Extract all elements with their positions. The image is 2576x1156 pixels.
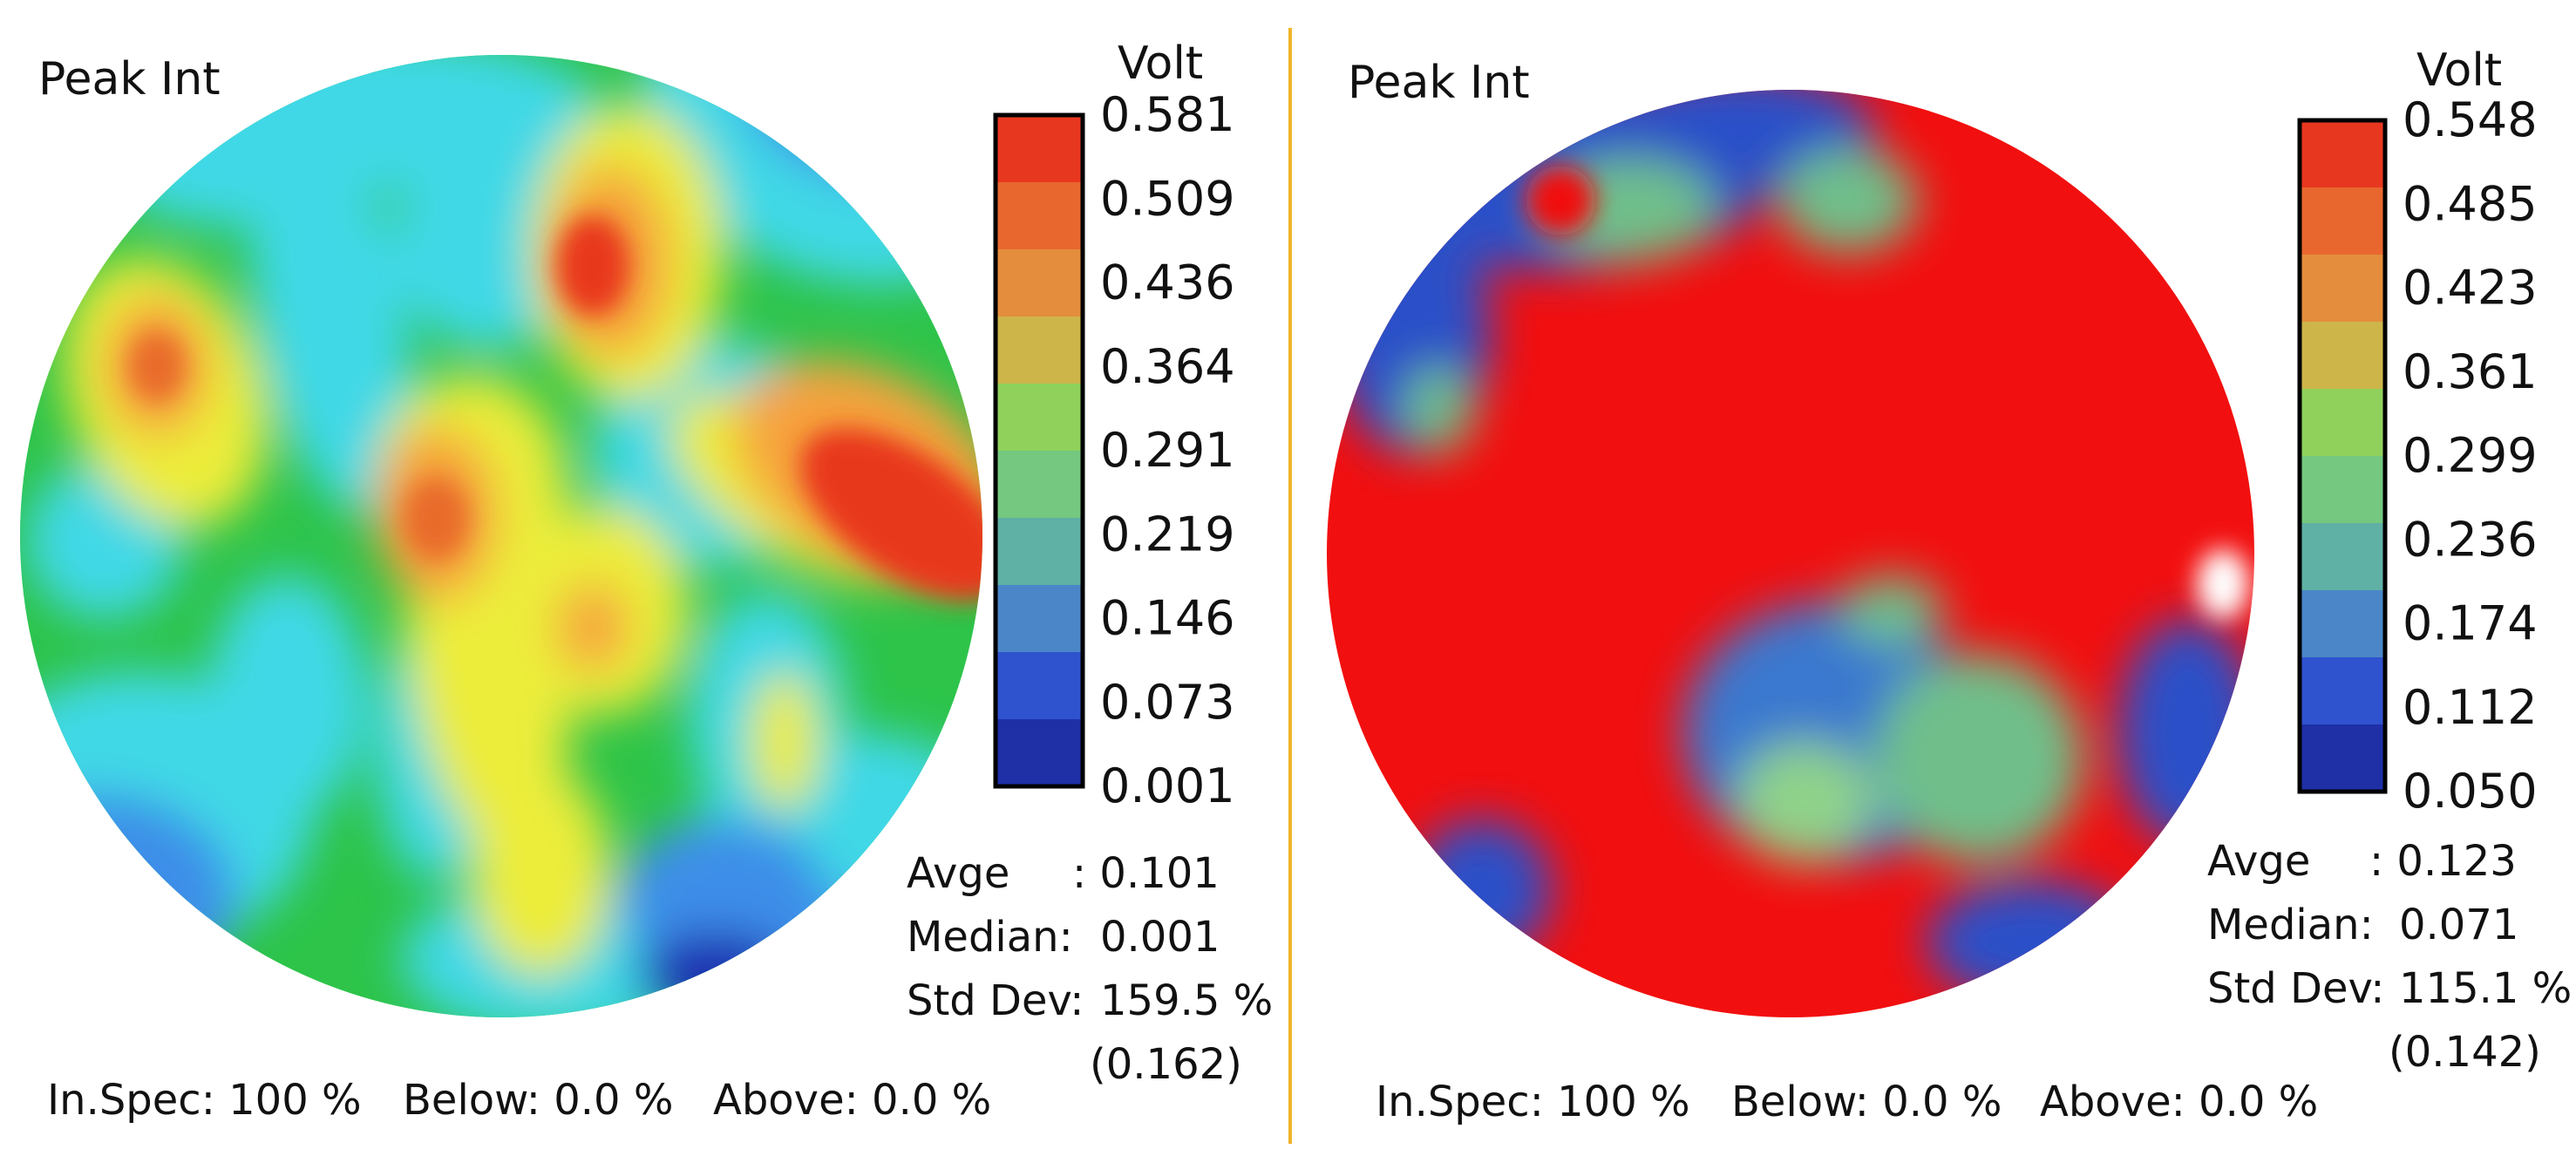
colorbar-tick-label: 0.236: [2403, 512, 2538, 567]
right-below: Below: 0.0 %: [1731, 1078, 2002, 1126]
colorbar-tick-label: 0.001: [1100, 758, 1235, 813]
colorbar-tick-label: 0.581: [1100, 87, 1235, 142]
left-wafer-map: [20, 55, 982, 1017]
colorbar-segment: [996, 249, 1083, 317]
colorbar-segment: [996, 182, 1083, 250]
left-panel: Peak Int: [20, 37, 1273, 1125]
left-colorbar-unit: Volt: [1118, 37, 1203, 90]
right-above: Above: 0.0 %: [2040, 1078, 2318, 1126]
colorbar-tick-label: 0.423: [2403, 261, 2538, 316]
right-stddev-label: Std Dev:: [2207, 964, 2384, 1013]
colorbar-border: [2297, 118, 2388, 794]
colorbar-tick-label: 0.485: [2403, 176, 2538, 231]
left-inspec: In.Spec: 100 %: [47, 1076, 362, 1125]
left-avge-value: : 0.101: [1072, 849, 1220, 898]
right-avge-value: : 0.123: [2369, 837, 2517, 886]
left-title: Peak Int: [38, 53, 221, 105]
right-wafer-map: [1327, 90, 2254, 1017]
colorbar-border: [993, 112, 1085, 789]
colorbar-segment: [996, 115, 1083, 183]
colorbar-segment: [2300, 322, 2385, 390]
left-colorbar: 0.581 0.509 0.436 0.364 0.291 0.219 0.146 0.073…: [993, 87, 1235, 813]
right-median-label: Median:: [2207, 901, 2374, 949]
colorbar-segment: [996, 384, 1083, 452]
right-median-value: 0.071: [2399, 901, 2518, 949]
right-colorbar: 0.548 0.485 0.423 0.361 0.299 0.236 0.174 0.112…: [2297, 92, 2538, 819]
colorbar-tick-label: 0.146: [1100, 591, 1235, 646]
colorbar-segment: [2300, 255, 2385, 323]
right-avge-label: Avge: [2207, 837, 2310, 886]
colorbar-segment: [2300, 724, 2385, 792]
right-inspec: In.Spec: 100 %: [1376, 1078, 1690, 1126]
right-panel: Peak Int: [1327, 44, 2572, 1126]
left-above: Above: 0.0 %: [713, 1076, 991, 1125]
colorbar-tick-label: 0.436: [1100, 255, 1235, 310]
right-stats: Avge : 0.123 Median: 0.071 Std Dev: 115.…: [2207, 837, 2572, 1077]
left-below: Below: 0.0 %: [403, 1076, 673, 1125]
left-spec: In.Spec: 100 % Below: 0.0 % Above: 0.0 %: [47, 1076, 991, 1125]
colorbar-tick-label: 0.548: [2403, 92, 2538, 147]
colorbar-segment: [2300, 523, 2385, 591]
colorbar-segment: [2300, 120, 2385, 188]
colorbar-tick-label: 0.112: [2403, 680, 2538, 735]
right-colorbar-unit: Volt: [2416, 44, 2502, 97]
left-stats: Avge : 0.101 Median: 0.001 Std Dev: 159.…: [907, 849, 1273, 1089]
left-stddev-abs: (0.162): [1090, 1040, 1242, 1089]
colorbar-tick-label: 0.509: [1100, 171, 1235, 226]
right-stddev-value: 115.1 %: [2399, 964, 2572, 1013]
colorbar-segment: [2300, 389, 2385, 457]
colorbar-tick-label: 0.174: [2403, 596, 2538, 651]
left-median-label: Median:: [907, 913, 1073, 962]
colorbar-segment: [996, 451, 1083, 519]
colorbar-segment: [2300, 590, 2385, 658]
left-stddev-label: Std Dev:: [907, 976, 1084, 1025]
colorbar-segment: [996, 585, 1083, 653]
colorbar-segment: [2300, 456, 2385, 524]
colorbar-tick-label: 0.361: [2403, 344, 2538, 399]
right-stddev-abs: (0.142): [2389, 1028, 2541, 1077]
colorbar-tick-label: 0.050: [2403, 764, 2538, 819]
colorbar-tick-label: 0.291: [1100, 423, 1235, 478]
colorbar-segment: [996, 719, 1083, 787]
colorbar-segment: [2300, 657, 2385, 725]
colorbar-segment: [996, 316, 1083, 384]
colorbar-segment: [996, 518, 1083, 586]
left-avge-label: Avge: [907, 849, 1009, 898]
colorbar-tick-label: 0.364: [1100, 339, 1235, 394]
colorbar-segment: [2300, 187, 2385, 255]
colorbar-tick-label: 0.219: [1100, 507, 1235, 561]
colorbar-tick-label: 0.299: [2403, 428, 2538, 483]
colorbar-segment: [996, 652, 1083, 720]
colorbar-tick-label: 0.073: [1100, 675, 1235, 730]
left-median-value: 0.001: [1100, 913, 1220, 962]
right-spec: In.Spec: 100 % Below: 0.0 % Above: 0.0 %: [1376, 1078, 2318, 1126]
right-title: Peak Int: [1348, 57, 1530, 109]
left-stddev-value: 159.5 %: [1100, 976, 1273, 1025]
